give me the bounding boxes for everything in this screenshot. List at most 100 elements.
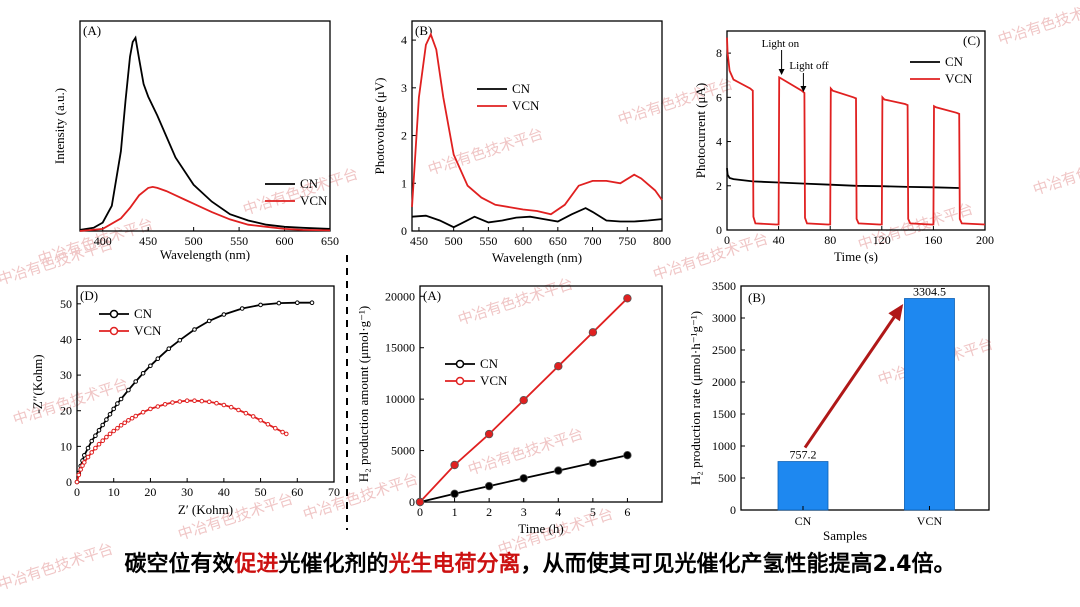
watermark-text: 中冶有色技术平台	[426, 126, 545, 179]
vcn-series-line	[726, 37, 986, 226]
y-tick-label: 5000	[391, 444, 415, 458]
vcn-data-point	[170, 400, 175, 405]
watermark-text: 中冶有色技术平台	[1031, 146, 1080, 199]
x-axis-label: Z′ (Kohm)	[178, 502, 233, 517]
y-tick-label: 30	[60, 368, 72, 382]
x-tick-label: 200	[976, 233, 994, 247]
vcn-data-point	[104, 434, 109, 440]
x-tick-label: 30	[181, 485, 193, 499]
y-tick-label: 20	[60, 404, 72, 418]
x-tick-label: VCN	[917, 514, 943, 528]
cn-data-point	[519, 474, 528, 483]
y-tick-label: 0	[401, 224, 407, 238]
x-axis-label: Wavelength (nm)	[492, 250, 582, 265]
cn-data-point	[588, 458, 598, 468]
cn-data-point	[133, 379, 138, 384]
y-tick-label: 6	[716, 90, 722, 104]
x-tick-label: 1	[452, 505, 458, 519]
y-tick-label: 2000	[712, 375, 736, 389]
x-tick-label: 450	[139, 234, 157, 248]
cn-data-point	[166, 346, 172, 352]
x-tick-label: 120	[873, 233, 891, 247]
legend-marker	[455, 376, 465, 386]
x-tick-label: 0	[724, 233, 730, 247]
vcn-data-point	[273, 425, 278, 431]
legend-label: VCN	[480, 373, 508, 388]
cn-data-point	[484, 481, 494, 491]
photovoltage-panel: 450 500 550 600 650 700 750 800 0 1 2 3 4 Wavelength …	[372, 20, 671, 265]
vcn-data-point	[89, 450, 94, 455]
cn-data-point	[623, 451, 632, 460]
y-tick-label: 40	[60, 332, 72, 346]
vcn-data-point	[111, 428, 116, 434]
vcn-data-point	[118, 423, 124, 428]
vcn-data-point	[623, 294, 632, 303]
vcn-data-point	[162, 402, 168, 407]
y-tick-label: 3	[401, 81, 407, 95]
legend-label: CN	[134, 306, 153, 321]
y-tick-label: 1500	[712, 407, 736, 421]
watermark-text: 中冶有色技术平台	[11, 376, 130, 429]
vcn-series-line	[76, 399, 287, 483]
x-tick-label: 550	[479, 234, 497, 248]
panel-label: (B)	[415, 23, 432, 38]
vcn-data-point	[221, 402, 227, 408]
vcn-series-line	[79, 185, 331, 232]
x-tick-label: 800	[653, 234, 671, 248]
vcn-data-point	[588, 328, 598, 337]
vcn-data-point	[214, 400, 219, 406]
y-tick-label: 1	[401, 176, 407, 190]
vcn-data-point	[78, 467, 83, 472]
y-tick-label: 10000	[385, 392, 415, 406]
vcn-data-point	[76, 472, 82, 478]
vcn-data-point	[126, 418, 131, 423]
legend-label: CN	[300, 176, 319, 191]
x-tick-label: 0	[74, 485, 80, 499]
legend-label: CN	[512, 81, 531, 96]
plot-frame	[79, 20, 331, 232]
cn-data-point	[450, 489, 459, 498]
vcn-data-point	[82, 460, 87, 465]
cn-data-point	[93, 433, 98, 439]
x-tick-label: 60	[291, 485, 303, 499]
cn-data-point	[192, 327, 197, 332]
vcn-data-point	[74, 479, 80, 485]
y-tick-label: 3000	[712, 311, 736, 325]
cn-data-point	[82, 453, 87, 458]
panel-label: (C)	[963, 33, 980, 48]
legend-marker	[109, 309, 119, 319]
x-tick-label: 40	[773, 233, 785, 247]
cn-series-line	[411, 207, 663, 229]
y-tick-label: 4	[401, 33, 407, 47]
vcn-bar	[904, 298, 955, 511]
plot-frame	[726, 30, 986, 231]
x-tick-label: 50	[255, 485, 267, 499]
x-tick-label: 4	[555, 505, 561, 519]
panel-label: (A)	[83, 23, 101, 38]
x-axis-label: Wavelength (nm)	[160, 247, 250, 262]
vcn-data-point	[148, 406, 153, 412]
vcn-data-point	[258, 418, 263, 423]
x-axis-label: Time (h)	[518, 521, 563, 536]
cn-data-point	[107, 412, 113, 417]
vcn-data-point	[115, 425, 120, 431]
cn-series-line	[79, 35, 331, 231]
x-tick-label: 400	[94, 234, 112, 248]
bar-value-label: 757.2	[790, 448, 817, 462]
caption: 碳空位有效促进光催化剂的光生电荷分离，从而使其可见光催化产氢性能提高2.4倍。	[0, 540, 1080, 590]
vcn-data-point	[519, 396, 528, 405]
photocurrent-panel: 0 40 80 120 160 200 0 2 4 6 8 Time (s) Photocurrent …	[693, 30, 994, 264]
increase-arrow	[803, 305, 903, 449]
y-tick-label: 8	[716, 46, 722, 60]
light-off-arrowhead	[800, 86, 807, 92]
y-tick-label: 50	[60, 297, 72, 311]
cn-data-point	[148, 363, 153, 369]
y-axis-label: H₂ production amount (μmol·g⁻¹)	[356, 306, 371, 482]
cn-data-point	[554, 466, 563, 475]
x-tick-label: 6	[624, 505, 630, 519]
light-on-annotation: Light on	[762, 38, 800, 50]
legend-label: VCN	[945, 71, 973, 86]
x-tick-label: 80	[824, 233, 836, 247]
x-tick-label: 2	[486, 505, 492, 519]
